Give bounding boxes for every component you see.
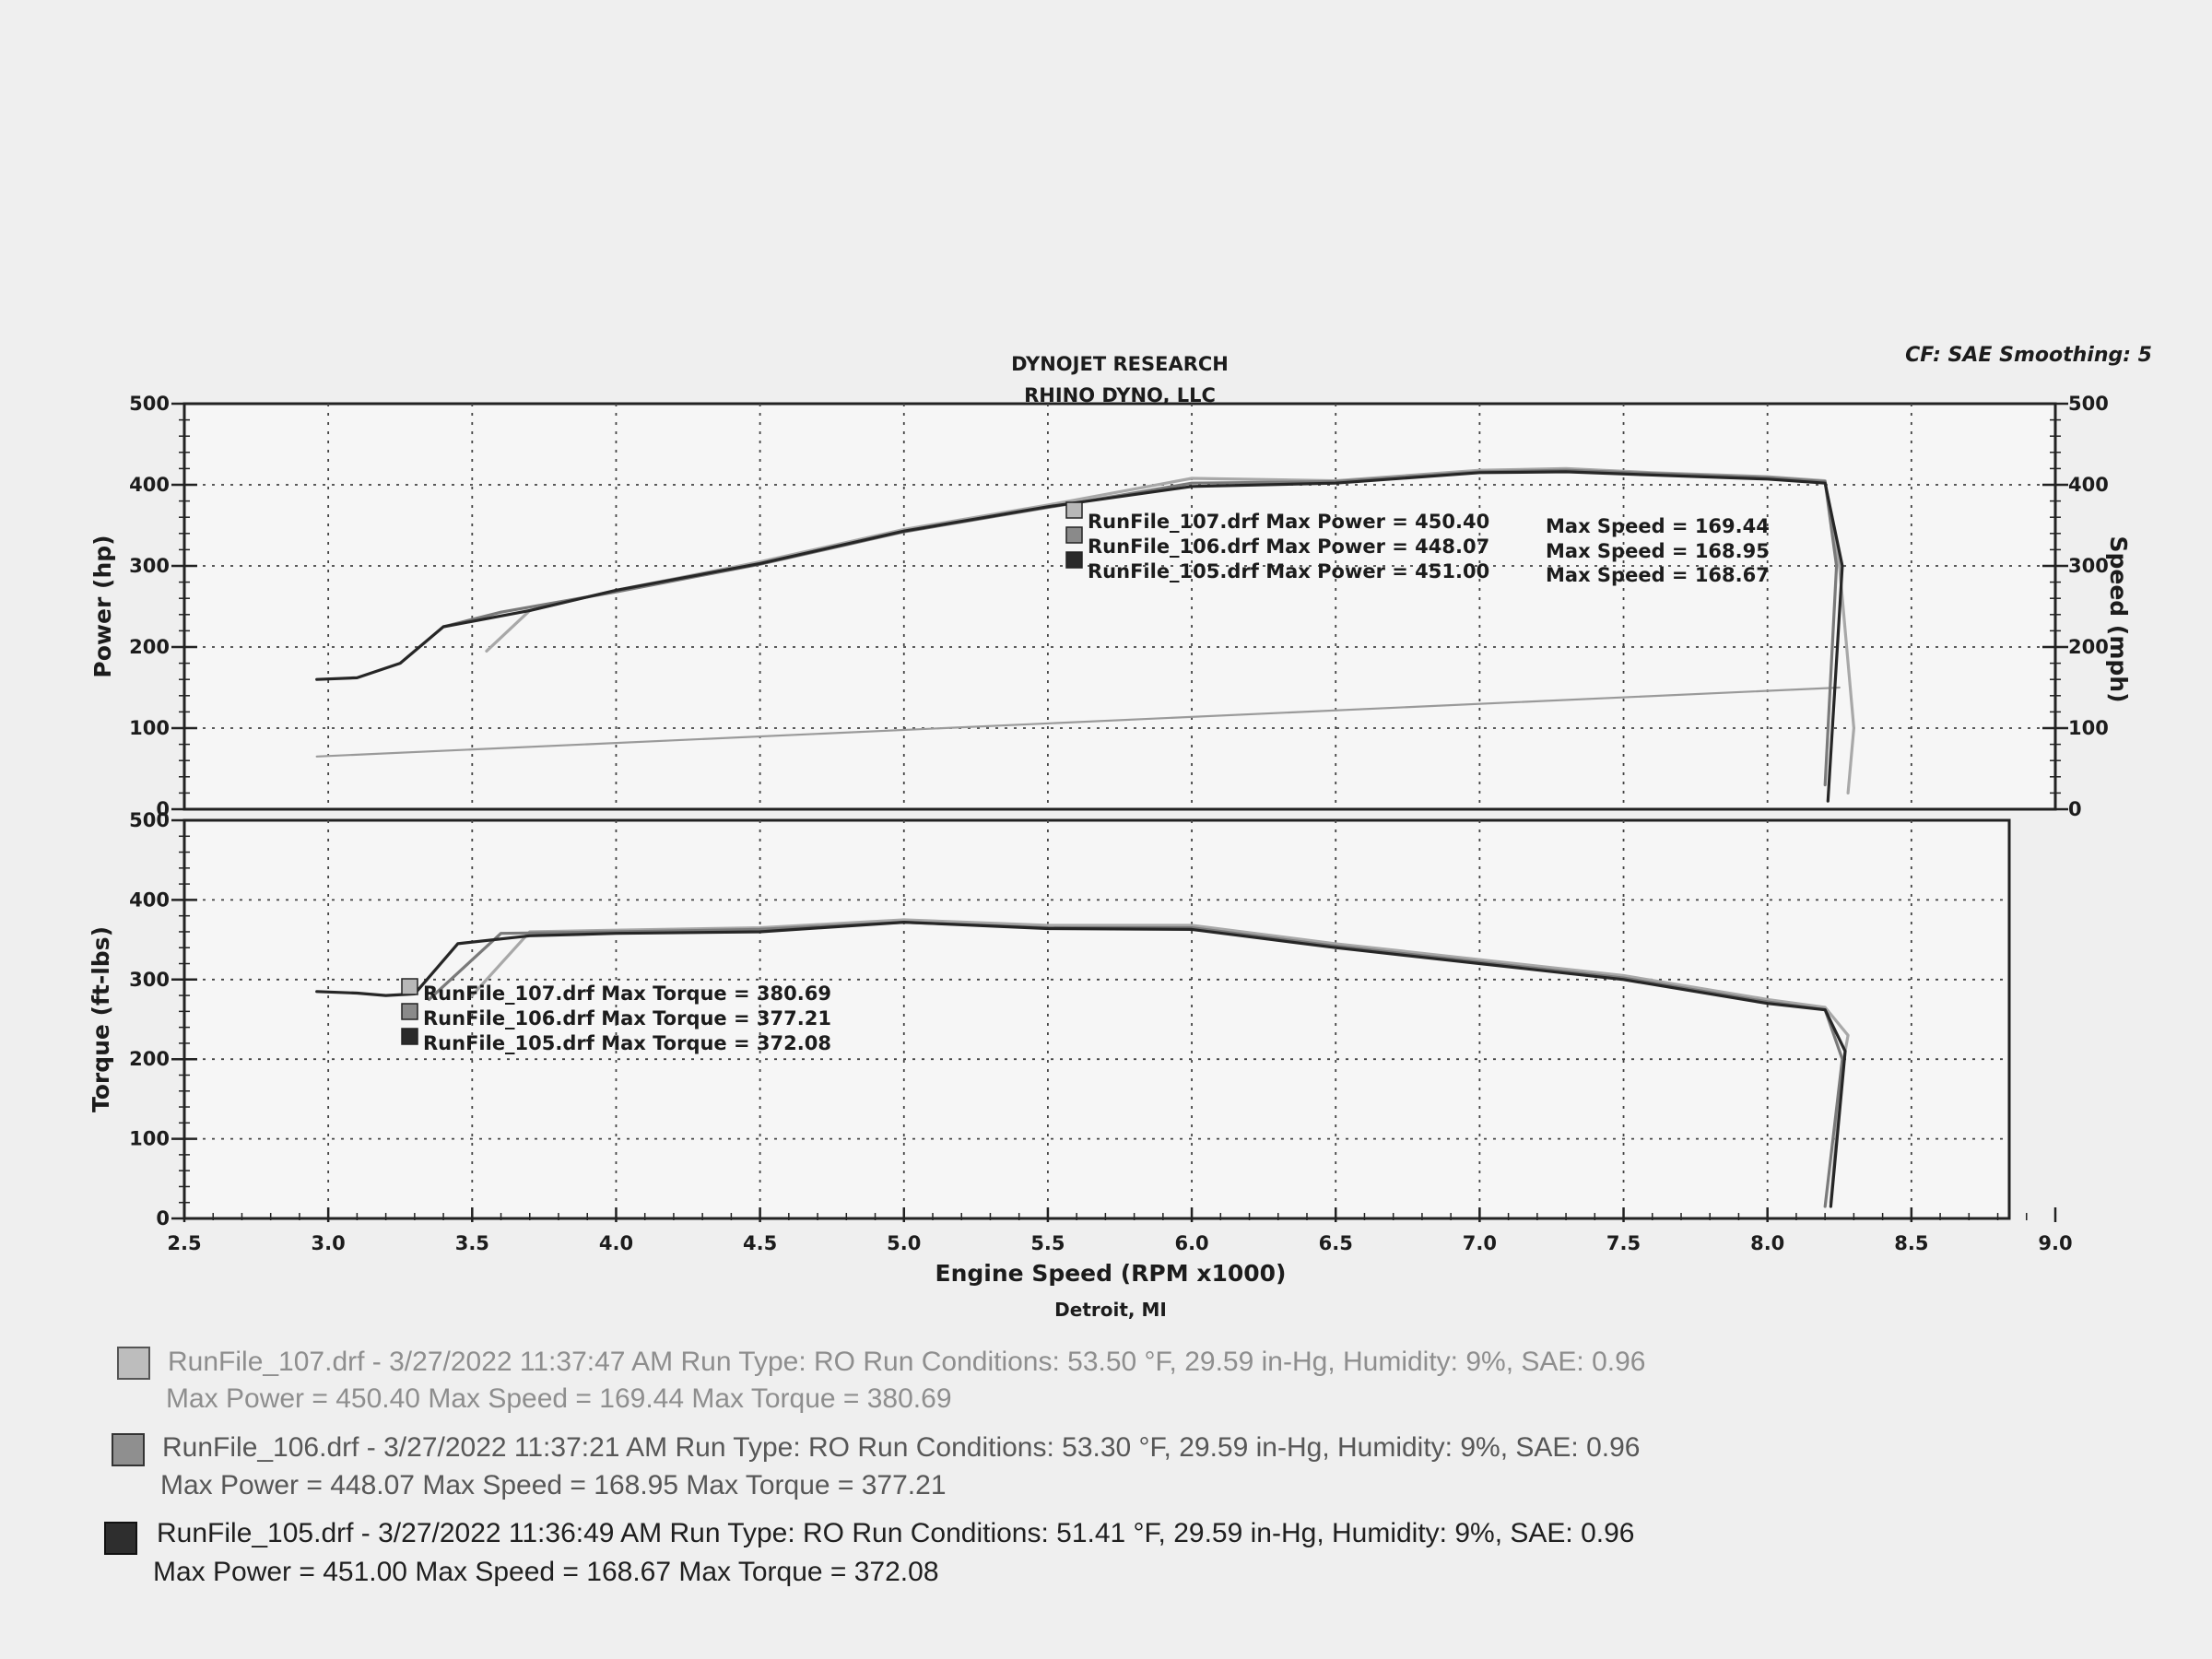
y-tick-label: 400 bbox=[129, 888, 170, 911]
legend-swatch-106-power bbox=[1065, 526, 1083, 544]
legend-speed-106: Max Speed = 168.95 bbox=[1546, 540, 1770, 562]
legend-speed-107: Max Speed = 169.44 bbox=[1546, 515, 1770, 537]
x-tick-label: 2.5 bbox=[167, 1232, 201, 1254]
y-tick-label: 0 bbox=[156, 798, 170, 820]
legend-swatch-106-torque bbox=[401, 1003, 418, 1020]
x-tick-label: 3.5 bbox=[455, 1232, 489, 1254]
power-line-runfile_105 bbox=[315, 470, 1844, 803]
x-tick-label: 7.5 bbox=[1606, 1232, 1641, 1254]
legend-swatch-105-torque bbox=[401, 1028, 418, 1045]
run-107-details: RunFile_107.drf - 3/27/2022 11:37:47 AM … bbox=[168, 1347, 1645, 1377]
legend-power-106: RunFile_106.drf Max Power = 448.07 bbox=[1088, 535, 1489, 558]
power-panel-frame bbox=[182, 402, 2057, 811]
torque-y-axis: 0 100 200 300 400 500 bbox=[129, 809, 197, 1230]
power-y-axis: 0 100 200 300 400 500 bbox=[129, 393, 197, 820]
torque-panel-frame bbox=[182, 818, 2011, 1220]
legend-power-107: RunFile_107.drf Max Power = 450.40 bbox=[1088, 511, 1489, 533]
torque-line-runfile_107 bbox=[470, 918, 1850, 1205]
y-tick-label: 100 bbox=[129, 1128, 170, 1150]
speed-y-axis: 0 100 200 300 400 500 bbox=[2042, 393, 2109, 820]
x-tick-label: 5.5 bbox=[1030, 1232, 1065, 1254]
x-tick-label: 6.0 bbox=[1174, 1232, 1208, 1254]
legend-torque-107: RunFile_107.drf Max Torque = 380.69 bbox=[423, 982, 831, 1005]
y-tick-label: 400 bbox=[129, 474, 170, 496]
x-tick-label: 8.5 bbox=[1894, 1232, 1928, 1254]
y-tick-label: 100 bbox=[129, 717, 170, 739]
speed-line bbox=[315, 686, 1841, 758]
y-tick-label: 300 bbox=[129, 969, 170, 991]
torque-y-label: Torque (ft-lbs) bbox=[88, 926, 114, 1112]
power-series-group bbox=[315, 466, 1856, 803]
x-tick-label: 3.0 bbox=[312, 1232, 346, 1254]
legend-swatch-107-power bbox=[1065, 501, 1083, 519]
run-106-details: RunFile_106.drf - 3/27/2022 11:37:21 AM … bbox=[162, 1432, 1640, 1463]
legend-swatch-105-power bbox=[1065, 551, 1083, 569]
run-105-swatch bbox=[104, 1522, 137, 1555]
y-tick-label: 300 bbox=[129, 555, 170, 577]
x-axis-label: Engine Speed (RPM x1000) bbox=[935, 1260, 1287, 1287]
x-axis: 2.5 3.0 3.5 4.0 4.5 5.0 5.5 6.0 6.5 7.0 7.5 8.0 8.5 9… bbox=[167, 1207, 2073, 1254]
x-tick-label: 9.0 bbox=[2038, 1232, 2072, 1254]
run-summary: RunFile_107.drf - 3/27/2022 11:37:47 AM … bbox=[104, 1347, 1645, 1587]
power-panel-grid bbox=[184, 404, 2055, 809]
legend-speed-105: Max Speed = 168.67 bbox=[1546, 564, 1770, 586]
legend-power-105: RunFile_105.drf Max Power = 451.00 bbox=[1088, 560, 1489, 582]
power-legend: RunFile_107.drf Max Power = 450.40 Max S… bbox=[1065, 501, 1770, 586]
x-tick-label: 5.0 bbox=[887, 1232, 921, 1254]
legend-torque-106: RunFile_106.drf Max Torque = 377.21 bbox=[423, 1007, 831, 1030]
y-tick-label: 500 bbox=[129, 809, 170, 831]
x-tick-label: 6.5 bbox=[1319, 1232, 1353, 1254]
run-105-maxima: Max Power = 451.00 Max Speed = 168.67 Ma… bbox=[153, 1557, 939, 1587]
y-tick-label: 200 bbox=[129, 636, 170, 658]
legend-swatch-107-torque bbox=[401, 978, 418, 995]
legend-torque-105: RunFile_105.drf Max Torque = 372.08 bbox=[423, 1032, 831, 1054]
speed-tick-label: 400 bbox=[2068, 474, 2109, 496]
x-tick-label: 4.0 bbox=[599, 1232, 633, 1254]
x-tick-label: 4.5 bbox=[743, 1232, 777, 1254]
speed-tick-label: 0 bbox=[2068, 798, 2082, 820]
x-tick-label: 8.0 bbox=[1750, 1232, 1784, 1254]
y-tick-label: 500 bbox=[129, 393, 170, 415]
run-106-maxima: Max Power = 448.07 Max Speed = 168.95 Ma… bbox=[160, 1470, 947, 1500]
torque-legend: RunFile_107.drf Max Torque = 380.69 RunF… bbox=[401, 978, 831, 1054]
location-label: Detroit, MI bbox=[1054, 1299, 1167, 1321]
y-tick-label: 200 bbox=[129, 1048, 170, 1070]
run-105-details: RunFile_105.drf - 3/27/2022 11:36:49 AM … bbox=[157, 1518, 1634, 1548]
header-settings: CF: SAE Smoothing: 5 bbox=[1905, 344, 2152, 367]
power-y-label: Power (hp) bbox=[89, 535, 116, 677]
speed-tick-label: 500 bbox=[2068, 393, 2109, 415]
y-tick-label: 0 bbox=[156, 1207, 170, 1230]
x-tick-label: 7.0 bbox=[1463, 1232, 1497, 1254]
header-title-line1: DYNOJET RESEARCH bbox=[1011, 353, 1229, 375]
run-107-maxima: Max Power = 450.40 Max Speed = 169.44 Ma… bbox=[166, 1383, 952, 1414]
run-107-swatch bbox=[117, 1347, 150, 1380]
run-106-swatch bbox=[112, 1433, 145, 1466]
speed-y-label: Speed (mph) bbox=[2105, 535, 2132, 702]
speed-tick-label: 200 bbox=[2068, 636, 2109, 658]
speed-tick-label: 100 bbox=[2068, 717, 2109, 739]
speed-tick-label: 300 bbox=[2068, 555, 2109, 577]
